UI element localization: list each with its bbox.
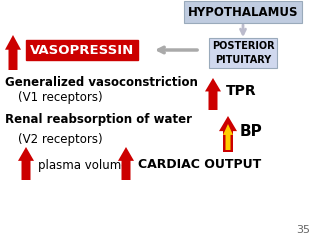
Polygon shape [18, 147, 34, 180]
Text: POSTERIOR
PITUITARY: POSTERIOR PITUITARY [212, 41, 274, 65]
Polygon shape [205, 78, 221, 110]
Text: 35: 35 [296, 225, 310, 235]
Polygon shape [118, 147, 134, 180]
Text: Renal reabsorption of water: Renal reabsorption of water [5, 114, 192, 126]
Polygon shape [223, 124, 233, 150]
Text: plasma volume: plasma volume [38, 158, 129, 172]
Text: HYPOTHALAMUS: HYPOTHALAMUS [188, 6, 298, 18]
Text: BP: BP [240, 125, 263, 139]
Text: CARDIAC OUTPUT: CARDIAC OUTPUT [138, 158, 261, 172]
Text: (V1 receptors): (V1 receptors) [18, 90, 103, 103]
Text: VASOPRESSIN: VASOPRESSIN [30, 43, 134, 56]
Text: TPR: TPR [226, 84, 257, 98]
Polygon shape [5, 35, 21, 70]
Text: Generalized vasoconstriction: Generalized vasoconstriction [5, 76, 198, 89]
Polygon shape [219, 116, 237, 152]
Text: (V2 receptors): (V2 receptors) [18, 133, 103, 146]
